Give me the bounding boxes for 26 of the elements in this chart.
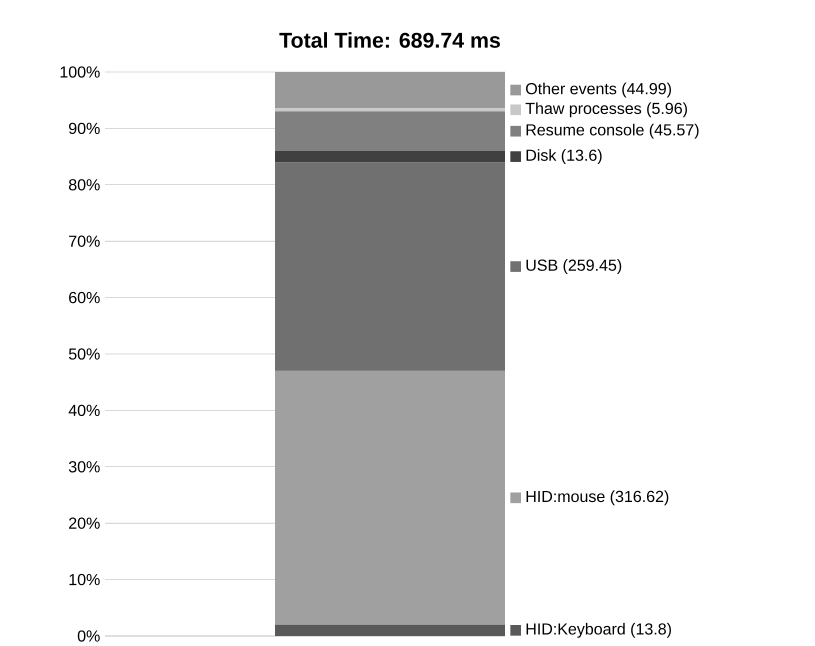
y-tick-label: 40% xyxy=(68,404,100,416)
y-tick-label: 60% xyxy=(69,292,100,304)
legend-label: Resume console (45.57) xyxy=(526,124,699,139)
bar xyxy=(275,624,505,636)
bar xyxy=(275,150,505,162)
legend-label: Thaw processes (5.96) xyxy=(526,102,687,118)
bar xyxy=(275,370,505,625)
legend-label: HID:mouse (316.62) xyxy=(526,490,668,506)
y-tick-label: 50% xyxy=(68,348,100,360)
y-tick-label: 90% xyxy=(69,122,100,134)
chart-title: Total Time: 689.74 ms xyxy=(279,32,500,48)
bar xyxy=(275,162,505,371)
bar xyxy=(275,111,505,151)
y-tick-label: 100% xyxy=(60,66,100,78)
legend-label: Other events (44.99) xyxy=(526,82,671,98)
y-tick-label: 10% xyxy=(69,574,100,586)
y-tick-label: 80% xyxy=(68,179,100,190)
legend-label: HID:Keyboard (13.8) xyxy=(526,622,671,638)
bar xyxy=(275,72,505,108)
y-tick-label: 0% xyxy=(78,630,100,642)
legend-label: Disk (13.6) xyxy=(526,149,602,164)
y-tick-label: 70% xyxy=(69,236,100,247)
bar xyxy=(275,108,505,112)
y-tick-label: 20% xyxy=(69,518,100,529)
y-tick-label: 30% xyxy=(68,461,100,472)
legend-label: USB (259.45) xyxy=(526,259,622,274)
